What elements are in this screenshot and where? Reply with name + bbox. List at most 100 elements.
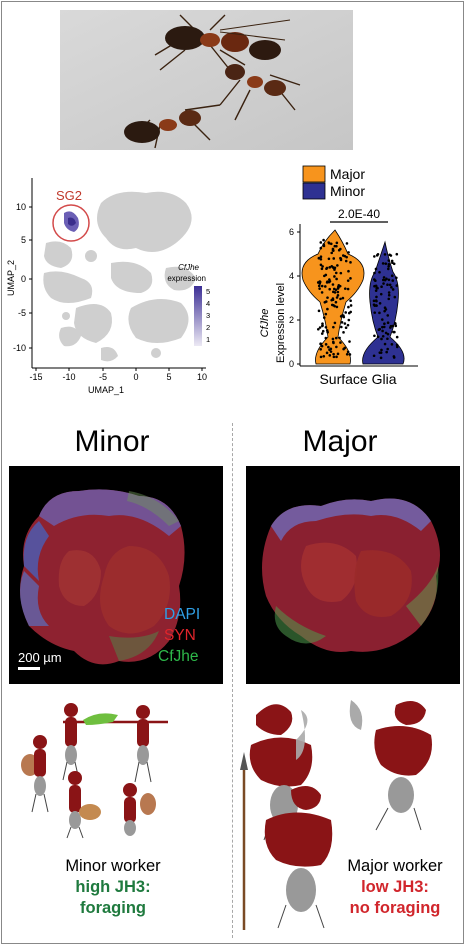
violin-point — [379, 292, 383, 296]
violin-point — [385, 350, 388, 354]
violin-point — [319, 255, 323, 258]
violin-point — [387, 291, 391, 294]
violin-point — [318, 287, 321, 290]
violin-point — [387, 265, 390, 268]
violin-point — [395, 343, 399, 347]
violin-point — [333, 291, 337, 294]
colorbar-title: expression — [167, 274, 206, 283]
minor-caption-line2: high JH3: — [75, 878, 151, 896]
violin-point — [374, 289, 378, 292]
violin-point — [332, 325, 335, 329]
colorbar-tick: 1 — [206, 335, 210, 344]
violin-point — [381, 262, 385, 265]
umap-ytick: 0 — [21, 274, 26, 284]
violin-point — [384, 331, 388, 335]
umap-ytick: -10 — [13, 343, 26, 353]
violin-point — [376, 335, 380, 339]
legend-swatch-major — [302, 165, 326, 183]
violin-point — [387, 297, 391, 301]
minor-ant-3 — [21, 735, 49, 813]
violin-point — [338, 336, 341, 340]
violin-point — [349, 310, 352, 314]
violin-point — [321, 322, 324, 325]
violin-point — [318, 280, 322, 283]
major-caption: Major worker low JH3: no foraging — [330, 856, 460, 919]
violin-point — [374, 304, 378, 307]
violin-point — [343, 287, 347, 290]
scale-bar — [18, 667, 40, 670]
minor-caption: Minor worker high JH3: foraging — [18, 856, 208, 919]
violin-point — [335, 277, 338, 281]
violin-point — [375, 254, 379, 257]
violin-point — [393, 321, 397, 325]
violin-point — [327, 241, 331, 245]
violin-point — [330, 251, 334, 255]
minor-brain-micrograph: DAPI SYN CfJhe 200 µm — [9, 466, 223, 684]
violin-point — [316, 327, 320, 331]
violin-point — [331, 340, 335, 344]
violin-xlabel: Surface Glia — [319, 371, 396, 387]
violin-point — [335, 244, 338, 248]
violin-point — [344, 326, 348, 329]
violin-point — [334, 271, 338, 275]
colorbar-tick: 4 — [206, 299, 210, 308]
violin-point — [372, 354, 376, 358]
violin-point — [386, 337, 389, 341]
violin-point — [332, 355, 336, 359]
violin-point — [387, 293, 391, 297]
violin-point — [373, 311, 377, 314]
violin-point — [387, 278, 391, 282]
ant-photo — [60, 10, 353, 150]
violin-point — [322, 316, 326, 319]
violin-point — [329, 242, 333, 246]
minor-title: Minor — [74, 425, 150, 458]
violin-point — [394, 324, 398, 328]
violin-point — [336, 294, 340, 297]
violin-major — [301, 229, 365, 365]
violin-minor — [362, 240, 405, 365]
minor-caption-line3: foraging — [80, 899, 146, 917]
violin-point — [383, 309, 386, 313]
violin-point — [344, 259, 348, 263]
violin-point — [347, 269, 350, 273]
violin-point — [323, 274, 326, 278]
violin-point — [390, 274, 394, 278]
violin-point — [383, 306, 387, 310]
violin-point — [319, 241, 323, 244]
violin-point — [319, 263, 323, 267]
violin-point — [346, 323, 350, 327]
violin-ytick-label: 0 — [289, 359, 294, 369]
violin-ytick-label: 6 — [289, 227, 294, 237]
violin-ylabel: Expression level — [275, 283, 287, 363]
violin-point — [374, 267, 378, 271]
major-title: Major — [302, 425, 378, 458]
violin-point — [331, 283, 335, 286]
minor-worker-cartoon — [21, 703, 168, 839]
violin-point — [322, 238, 325, 242]
violin-point — [320, 332, 324, 335]
violin-point — [348, 340, 351, 343]
violin-point — [393, 295, 397, 299]
violin-point — [325, 267, 328, 271]
violin-point — [375, 286, 379, 290]
violin-point — [390, 343, 394, 346]
violin-point — [386, 332, 390, 336]
colorbar-gene: CfJhe — [178, 263, 199, 272]
panel-divider — [232, 423, 233, 938]
violin-point — [380, 285, 383, 289]
violin-point — [373, 271, 376, 275]
umap-xtick: 10 — [197, 372, 207, 382]
violin-point — [324, 300, 328, 303]
legend-minor: Minor — [330, 183, 365, 199]
violin-point — [334, 336, 338, 340]
violin-point — [378, 327, 382, 331]
violin-point — [382, 325, 386, 329]
stain-dapi: DAPI — [164, 606, 200, 623]
violin-point — [395, 276, 398, 280]
violin-point — [346, 287, 350, 291]
violin-point — [345, 242, 349, 245]
violin-point — [322, 355, 326, 358]
violin-point — [331, 248, 335, 252]
violin-ytick-label: 4 — [289, 271, 294, 281]
violin-point — [324, 326, 328, 329]
